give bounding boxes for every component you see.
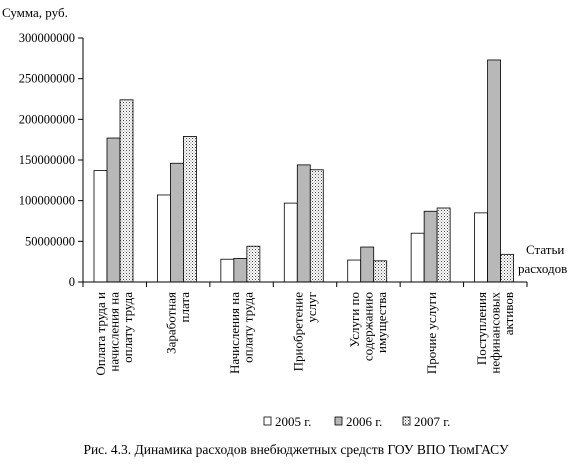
y-tick-label: 50000000 <box>25 234 75 248</box>
x-axis-title-line1: Статьи <box>526 242 564 257</box>
figure-caption: Рис. 4.3. Динамика расходов внебюджетных… <box>83 442 509 457</box>
bar-2-2006 <box>170 162 184 283</box>
category-label: Поступления <box>474 292 489 365</box>
bar-7-2007 <box>500 253 514 283</box>
bar-6-2005 <box>410 232 425 283</box>
bar-5-2006 <box>360 246 375 283</box>
category-label: нефинансовых <box>487 292 502 374</box>
category-label: оплату труда <box>240 292 255 363</box>
bar-1-2005 <box>93 170 108 283</box>
bar-1-2007 <box>119 99 134 283</box>
bar-3-2007 <box>246 245 261 283</box>
bar-7-2006 <box>487 59 501 283</box>
category-label: Оплата труда и <box>93 292 108 376</box>
y-axis-title: Сумма, руб. <box>2 5 68 20</box>
y-tick-label: 300000000 <box>19 31 75 45</box>
legend-label: 2005 г. <box>275 414 311 429</box>
y-tick-label: 200000000 <box>19 112 75 126</box>
legend-swatch <box>402 416 411 426</box>
legend-label: 2007 г. <box>414 414 450 429</box>
y-tick-label: 150000000 <box>19 153 75 167</box>
bar-3-2006 <box>233 258 248 283</box>
category-label: содержанию <box>360 292 375 361</box>
legend: 2005 г. 2006 г. 2007 г. <box>263 414 450 429</box>
legend-swatch <box>263 416 272 426</box>
category-label: начисления на <box>107 292 122 372</box>
y-tick-label: 100000000 <box>19 194 75 208</box>
legend-label: 2006 г. <box>346 414 382 429</box>
bar-2-2007 <box>183 136 197 283</box>
category-label: Начисления на <box>227 292 242 374</box>
category-label: активов <box>501 292 516 335</box>
bar-2-2005 <box>157 194 171 283</box>
category-label: Приобретение <box>290 292 305 372</box>
category-label: имущества <box>374 292 389 353</box>
y-tick-label: 250000000 <box>19 72 75 86</box>
category-label: Прочие услуги <box>424 292 439 374</box>
category-label: Заработная <box>163 292 178 354</box>
bar-4-2006 <box>296 164 311 283</box>
category-label: Услуги по <box>347 292 362 347</box>
category-label: плата <box>177 292 192 323</box>
legend-swatch <box>334 416 343 426</box>
bar-5-2005 <box>347 259 362 283</box>
bar-5-2007 <box>373 260 388 283</box>
category-label: услуг <box>304 292 319 323</box>
y-tick-label: 0 <box>69 275 75 289</box>
category-label: оплату труда <box>120 292 135 363</box>
bar-1-2006 <box>106 137 121 283</box>
bar-7-2005 <box>474 212 488 283</box>
bar-4-2007 <box>309 169 324 283</box>
bar-3-2005 <box>220 258 235 283</box>
bar-6-2007 <box>436 207 451 283</box>
bar-4-2005 <box>283 202 298 283</box>
x-axis-title-line2: расходов <box>518 261 567 276</box>
bar-6-2006 <box>423 210 438 283</box>
